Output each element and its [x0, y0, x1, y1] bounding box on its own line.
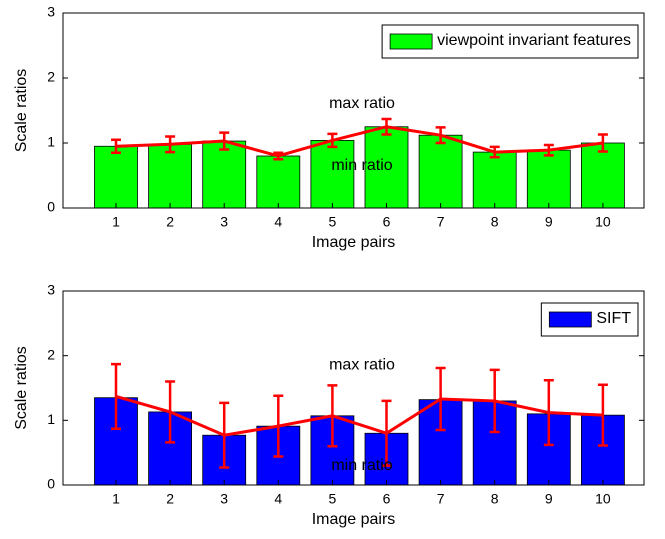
error-bar	[489, 368, 500, 434]
error-bar	[597, 383, 608, 447]
x-tick-label: 4	[274, 214, 282, 230]
error-bar	[489, 145, 500, 159]
y-tick-label: 1	[47, 411, 55, 427]
error-bar	[111, 138, 121, 154]
error-bar	[111, 362, 121, 430]
bar	[581, 142, 625, 209]
x-tick-label: 8	[491, 491, 499, 507]
bar	[364, 126, 409, 209]
x-tick-label: 10	[595, 491, 611, 507]
error-bar	[273, 394, 284, 458]
error-bar	[327, 132, 338, 149]
y-axis-label: Scale ratios	[13, 346, 30, 430]
bar	[94, 145, 138, 209]
x-tick-label: 6	[383, 214, 391, 230]
error-bar	[597, 133, 608, 153]
x-axis-label: Image pairs	[312, 234, 396, 251]
error-bar	[543, 378, 554, 447]
x-tick-label: 7	[437, 491, 445, 507]
error-bar	[435, 366, 446, 432]
error-bar	[435, 126, 446, 145]
y-tick-label: 2	[47, 346, 55, 362]
y-tick-label: 3	[47, 282, 55, 298]
x-tick-label: 9	[545, 214, 553, 230]
x-axis-label: Image pairs	[312, 511, 396, 528]
annotation: min ratio	[331, 157, 392, 174]
x-tick-label: 5	[329, 214, 337, 230]
x-tick-label: 6	[383, 491, 391, 507]
y-tick-label: 0	[47, 199, 55, 215]
legend-swatch	[389, 33, 433, 50]
bar	[310, 139, 355, 209]
plot-frame	[62, 12, 645, 209]
annotation: max ratio	[329, 357, 395, 374]
bar	[202, 140, 247, 209]
x-tick-label: 7	[437, 214, 445, 230]
error-bar	[165, 380, 176, 444]
legend-label: viewpoint invariant features	[437, 32, 631, 49]
error-bar	[381, 399, 392, 467]
x-tick-label: 2	[166, 214, 174, 230]
legend-label: SIFT	[596, 310, 631, 327]
x-tick-label: 4	[274, 491, 282, 507]
x-tick-label: 1	[112, 214, 120, 230]
error-bar	[543, 143, 554, 157]
annotation: max ratio	[329, 95, 395, 112]
ratio-line	[115, 394, 603, 437]
x-tick-label: 9	[545, 491, 553, 507]
error-bar	[165, 135, 176, 154]
bar	[472, 151, 517, 209]
plot-frame	[62, 290, 645, 486]
bar	[256, 155, 301, 209]
y-tick-label: 3	[47, 4, 55, 20]
bar	[526, 149, 571, 209]
bar	[148, 143, 193, 209]
y-tick-label: 2	[47, 69, 55, 85]
bar	[418, 134, 463, 209]
annotation: min ratio	[331, 457, 392, 474]
x-tick-label: 5	[329, 491, 337, 507]
x-tick-label: 8	[491, 214, 499, 230]
bar	[310, 415, 355, 486]
legend-swatch	[548, 311, 592, 328]
x-tick-label: 3	[220, 491, 228, 507]
y-tick-label: 0	[47, 476, 55, 492]
error-bar	[273, 151, 284, 161]
error-bar	[327, 384, 338, 448]
ratio-line	[115, 125, 604, 158]
error-bar	[381, 117, 392, 136]
x-tick-label: 2	[166, 491, 174, 507]
error-bar	[219, 401, 230, 469]
x-tick-label: 1	[112, 491, 120, 507]
x-tick-label: 3	[220, 214, 228, 230]
y-axis-label: Scale ratios	[13, 69, 30, 153]
y-tick-label: 1	[47, 134, 55, 150]
error-bar	[219, 131, 230, 151]
x-tick-label: 10	[595, 214, 611, 230]
